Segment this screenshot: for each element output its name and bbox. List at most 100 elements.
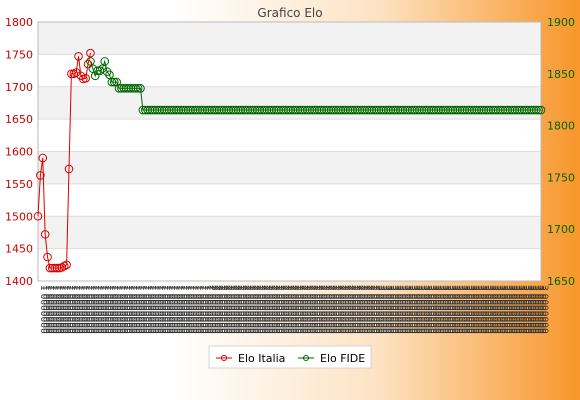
x-tick-label: 1 0000000 [128, 285, 138, 334]
x-tick-label: 3 0000000 [427, 285, 437, 334]
x-tick-label: 2 0000000 [340, 285, 350, 334]
x-tick-label: 2 0000000 [299, 285, 309, 334]
x-tick-label: 2 0000000 [252, 285, 262, 334]
x-tick-label: 3 0000000 [430, 285, 440, 334]
data-point [83, 59, 93, 69]
x-tick-label: 1 0000000 [173, 285, 183, 334]
x-tick-label: 3 0000000 [439, 285, 449, 334]
x-tick-label: 3 0000000 [499, 285, 509, 334]
x-tick-label: 3 0000000 [525, 285, 535, 334]
x-tick-label: 3 0000000 [446, 285, 456, 334]
x-tick-label: 3 0000000 [385, 285, 395, 334]
x-tick-label: 1 0000000 [169, 285, 179, 334]
data-point [33, 211, 43, 221]
x-tick-label: 3 0000000 [401, 285, 411, 334]
x-tick-label: 1 0000000 [135, 285, 145, 334]
x-tick-label: 1 0000000 [188, 285, 198, 334]
plot-band [38, 151, 541, 184]
plot-band [38, 216, 541, 249]
x-tick-label: 3 0000000 [489, 285, 499, 334]
data-point [86, 48, 95, 58]
x-tick-label: 1 0000000 [64, 285, 74, 334]
data-point [40, 230, 50, 239]
x-tick-label: 1 0000000 [171, 285, 181, 334]
x-tick-label: 2 0000000 [359, 285, 369, 334]
x-tick-label: 1 0000000 [95, 285, 105, 334]
left-tick-label: 1550 [5, 178, 33, 191]
x-tick-label: 2 0000000 [330, 285, 340, 334]
x-tick-label: 2 0000000 [273, 285, 283, 334]
x-tick-label: 1 0000000 [147, 285, 157, 334]
x-tick-label: 1 0000000 [192, 285, 202, 334]
x-tick-label: 1 0000000 [164, 285, 174, 334]
right-tick-label: 1900 [547, 16, 575, 29]
x-tick-label: 1 0000000 [90, 285, 100, 334]
x-tick-label: 1 0000000 [197, 285, 207, 334]
x-tick-label: 2 0000000 [283, 285, 293, 334]
data-point [112, 77, 121, 87]
data-point [133, 84, 143, 93]
x-tick-label: 3 0000000 [477, 285, 487, 334]
x-tick-label: 3 0000000 [380, 285, 390, 334]
x-tick-label: 1 0000000 [180, 285, 190, 334]
legend-marker-elo-fide [303, 355, 309, 361]
x-tick-label: 1 0000000 [204, 285, 214, 334]
x-tick-label: 2 0000000 [280, 285, 290, 334]
x-tick-label: 2 0000000 [242, 285, 252, 334]
x-tick-label: 1 0000000 [78, 285, 88, 334]
x-tick-label: 1 0000000 [123, 285, 133, 334]
x-tick-label: 2 0000000 [230, 285, 240, 334]
data-point [57, 263, 67, 272]
x-tick-label: 2 0000000 [287, 285, 297, 334]
x-tick-label: 1 0000000 [59, 285, 69, 334]
x-tick-label: 1 0000000 [88, 285, 98, 334]
x-tick-label: 3 0000000 [496, 285, 506, 334]
x-tick-label: 2 0000000 [332, 285, 342, 334]
x-tick-label: 3 0000000 [411, 285, 421, 334]
x-tick-label: 3 0000000 [408, 285, 418, 334]
x-tick-label: 2 0000000 [337, 285, 347, 334]
data-point [531, 105, 541, 115]
x-tick-label: 2 0000000 [237, 285, 247, 334]
x-tick-label: 3 0000000 [503, 285, 513, 334]
x-tick-label: 1 0000000 [154, 285, 164, 334]
x-tick-label: 3 0000000 [458, 285, 468, 334]
x-tick-label: 2 0000000 [325, 285, 335, 334]
legend-label-elo-fide: Elo FIDE [320, 352, 365, 365]
x-tick-label: 3 0000000 [432, 285, 442, 334]
x-tick-label: 1 0000000 [185, 285, 195, 334]
data-point [131, 84, 141, 93]
x-tick-label: 1 0000000 [43, 285, 53, 334]
x-tick-label: 2 0000000 [233, 285, 243, 334]
x-tick-label: 2 0000000 [309, 285, 319, 334]
x-tick-label: 2 0000000 [321, 285, 331, 334]
x-tick-label: 2 0000000 [221, 285, 231, 334]
plot-band [38, 54, 541, 87]
x-tick-label: 1 0000000 [62, 285, 72, 334]
x-tick-label: 3 0000000 [461, 285, 471, 334]
x-tick-label: 1 0000000 [176, 285, 186, 334]
x-tick-label: 2 0000000 [342, 285, 352, 334]
x-tick-label: 2 0000000 [278, 285, 288, 334]
x-tick-label: 1 0000000 [100, 285, 110, 334]
x-tick-label: 1 0000000 [104, 285, 114, 334]
left-tick-label: 1600 [5, 146, 33, 159]
x-tick-label: 2 0000000 [294, 285, 304, 334]
x-tick-label: 3 0000000 [520, 285, 530, 334]
x-tick-label: 3 0000000 [437, 285, 447, 334]
x-tick-label: 2 0000000 [223, 285, 233, 334]
left-axis-ticks: 1400 1450 1500 1550 1600 1650 1700 1750 1800 [5, 16, 33, 288]
x-tick-label: 3 0000000 [375, 285, 385, 334]
x-tick-label: 2 0000000 [306, 285, 316, 334]
legend[interactable]: Elo Italia Elo FIDE [208, 345, 372, 369]
x-tick-label: 3 0000000 [463, 285, 473, 334]
x-tick-label: 3 0000000 [532, 285, 542, 334]
x-tick-label: 1 0000000 [150, 285, 160, 334]
right-tick-label: 1700 [547, 223, 575, 236]
data-point [36, 171, 45, 180]
x-tick-label: 2 0000000 [240, 285, 250, 334]
plot-frame [37, 21, 542, 282]
x-tick-label: 3 0000000 [416, 285, 426, 334]
plot-band [38, 22, 541, 55]
x-tick-label: 1 0000000 [195, 285, 205, 334]
